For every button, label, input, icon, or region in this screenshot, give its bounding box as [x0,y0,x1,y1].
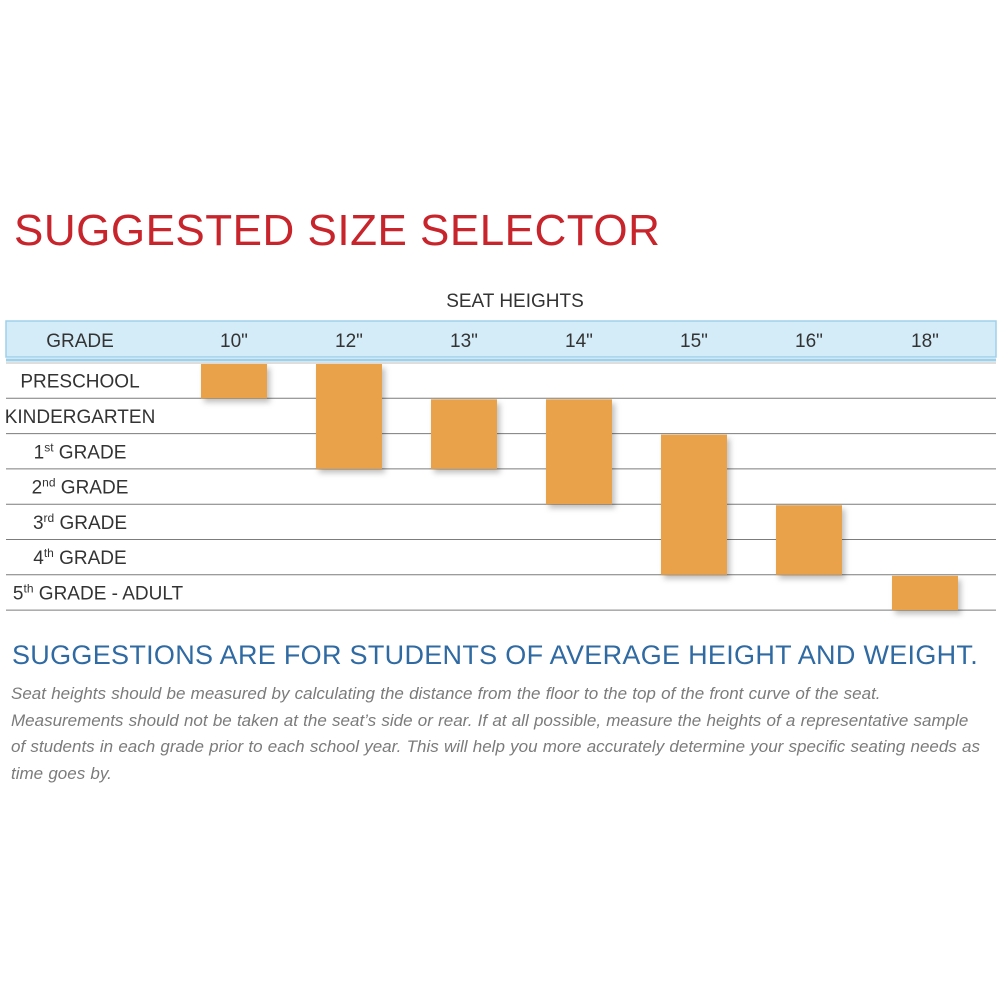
seat-height-tick: 12" [335,331,363,352]
seat-height-tick: 10" [220,331,248,352]
grade-row-label: KINDERGARTEN [5,407,156,428]
seat-height-bar [201,364,267,399]
measurement-note: Seat heights should be measured by calcu… [11,684,980,783]
page-title: SUGGESTED SIZE SELECTOR [14,206,661,255]
grade-row-label: 2nd GRADE [32,476,129,499]
seat-height-bar [661,434,727,575]
seat-height-tick: 18" [911,331,939,352]
seat-height-tick: 13" [450,331,478,352]
seat-height-bar [546,399,612,505]
header-band [5,320,997,358]
suggestions-headline: SUGGESTIONS ARE FOR STUDENTS OF AVERAGE … [12,640,979,670]
grade-row-label: 5th GRADE - ADULT [13,581,184,604]
grade-row-label: 1st GRADE [34,440,127,463]
grade-row-label: 4th GRADE [33,546,126,569]
seat-height-bar [892,575,958,611]
grade-row-label: 3rd GRADE [33,511,127,534]
grade-row-label: PRESCHOOL [20,372,139,393]
seat-heights-label: SEAT HEIGHTS [446,291,584,312]
seat-height-tick: 16" [795,331,823,352]
seat-height-bar [776,505,842,575]
seat-height-tick: 15" [680,331,708,352]
size-selector-chart: SEAT HEIGHTS GRADE 10" 12" 13" 14" 15" 16" 18" PR… [5,291,997,611]
seat-height-bar [431,399,497,469]
seat-height-tick: 14" [565,331,593,352]
grade-column-header: GRADE [46,331,114,352]
seat-height-bar [316,364,382,469]
